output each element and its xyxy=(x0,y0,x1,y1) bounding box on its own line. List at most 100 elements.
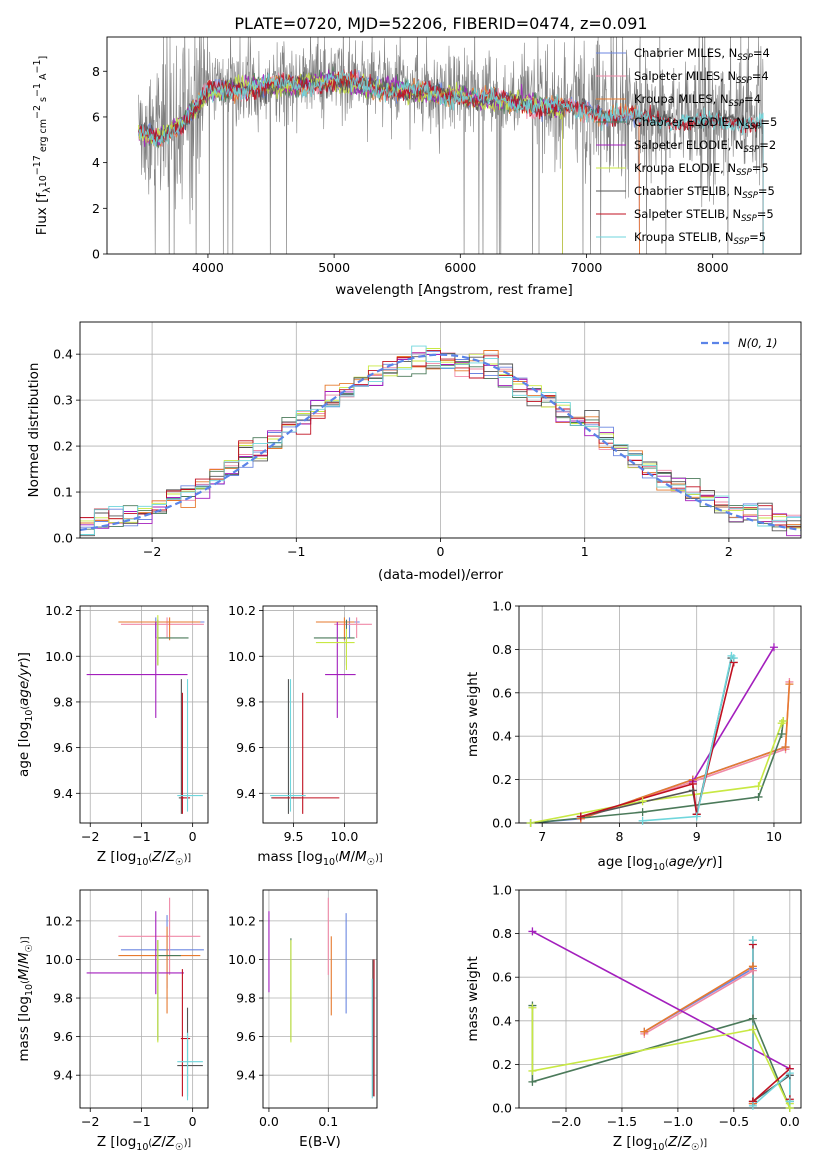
y-axis-label: mass weight xyxy=(465,672,481,757)
y-axis-label: mass [log10(M/M☉)] xyxy=(16,936,35,1061)
x-tick-label: 8000 xyxy=(697,260,729,275)
y-tick-label: 9.6 xyxy=(53,1029,73,1044)
label-part: −1 xyxy=(32,59,43,73)
label-part: Z xyxy=(667,1134,678,1150)
label-part: 10 xyxy=(24,984,35,996)
label-part: ☉ xyxy=(175,1142,184,1153)
legend-entry: Salpeter MILES, NSSP=4 xyxy=(634,69,769,86)
weight-marker xyxy=(638,808,647,817)
x-tick-label: 7000 xyxy=(571,260,603,275)
y-tick-label: 10.0 xyxy=(228,952,256,967)
y-tick-label: 9.6 xyxy=(236,1029,256,1044)
label-part: ( xyxy=(148,1138,152,1149)
label-part: )] xyxy=(700,1138,707,1149)
axes-frame xyxy=(262,889,378,1109)
weight-marker xyxy=(729,654,738,663)
normal-curve xyxy=(80,353,801,531)
weight-line xyxy=(532,930,791,1070)
weight-marker xyxy=(692,812,701,821)
legend-sub: SSP xyxy=(734,237,750,247)
weight-marker xyxy=(769,643,778,652)
x-tick-label: 0 xyxy=(437,544,445,559)
panel-age-vs-Z: −2 −1 09.49.69.810.010.2Z [log10(Z/Z☉)]age… xyxy=(16,603,209,868)
weight-line xyxy=(642,654,735,822)
model-spectrum xyxy=(138,69,764,254)
weight-marker xyxy=(781,743,790,752)
legend-sub: SSP xyxy=(736,168,752,178)
weight-line xyxy=(643,969,754,1104)
label-part: 10 xyxy=(24,710,35,722)
x-tick-label: −1 xyxy=(287,544,305,559)
label-part: mass [log xyxy=(16,996,32,1062)
y-tick-label: 0.2 xyxy=(492,772,512,787)
y-tick-label: 9.8 xyxy=(236,991,256,1006)
y-tick-label: 0.3 xyxy=(53,393,73,408)
label-part: 10 xyxy=(323,857,335,868)
label-part: ( xyxy=(664,1138,668,1149)
plot-area-mass-vs-Z xyxy=(80,890,208,1108)
plot-area-weight-vs-Z xyxy=(519,890,801,1108)
label-part: ] xyxy=(38,56,49,60)
y-tick-label: 0.4 xyxy=(492,729,512,744)
panel-residuals: −2 −1 0 1 2 0.0 0.1 0.2 0.3 0.4 N(0, 1) (data-model… xyxy=(26,321,802,583)
panel-spectrum: 4000 5000 6000 7000 8000 0 2 4 6 8 Chabrier MILES,… xyxy=(32,36,802,298)
y-tick-label: 0.1 xyxy=(53,485,73,500)
x-tick-label: 4000 xyxy=(192,260,224,275)
y-tick-label: 9.6 xyxy=(53,740,73,755)
x-tick-label: 1 xyxy=(581,544,589,559)
label-part: Z [log xyxy=(97,1134,136,1150)
legend-tail: =4 xyxy=(744,92,761,106)
label-part: −17 xyxy=(32,155,43,175)
x-tick-label: −1 xyxy=(132,829,150,844)
axes-frame xyxy=(106,36,802,255)
x-tick-label: 7 xyxy=(538,829,546,844)
legend-text: Chabrier STELIB, N xyxy=(634,184,742,198)
axes-frame xyxy=(79,605,209,824)
label-part: )] xyxy=(712,854,723,870)
label-part: 10 xyxy=(136,1142,148,1153)
weight-line xyxy=(580,662,735,818)
label-part: ( xyxy=(20,980,31,984)
label-part: Z xyxy=(165,1134,176,1150)
legend-sub: SSP xyxy=(744,145,760,155)
legend-tail: =5 xyxy=(758,184,775,198)
label-part: mass [log xyxy=(257,849,323,865)
y-tick-label: 0.6 xyxy=(492,970,512,985)
label-part: / xyxy=(677,1134,682,1150)
y-tick-label: 10.2 xyxy=(228,603,256,618)
x-tick-label: 8 xyxy=(615,829,623,844)
weight-marker xyxy=(576,812,585,821)
legend-tail: =5 xyxy=(760,115,777,129)
label-part: M xyxy=(355,849,367,865)
y-tick-label: 8 xyxy=(92,64,100,79)
y-tick-label: 10.0 xyxy=(45,649,73,664)
x-axis-label: E(B-V) xyxy=(299,1134,341,1150)
y-tick-label: 9.8 xyxy=(53,694,73,709)
legend-entry: Salpeter STELIB, NSSP=5 xyxy=(634,207,774,224)
label-part: Flux [f xyxy=(34,192,50,236)
weight-line xyxy=(643,967,754,1104)
label-part: Z xyxy=(165,849,176,865)
weight-marker xyxy=(785,1097,794,1106)
x-tick-label: 10 xyxy=(766,829,782,844)
label-part: )] xyxy=(184,1138,191,1149)
y-axis-label: Flux [fλ10−17 erg cm−2 s−1 A−1] xyxy=(32,56,53,236)
legend-sub: SSP xyxy=(737,53,753,63)
weight-marker xyxy=(528,1003,537,1012)
legend-tail: =4 xyxy=(753,46,770,60)
x-tick-label: −1.0 xyxy=(663,1114,693,1129)
label-part: / xyxy=(161,849,166,865)
label-part: Z xyxy=(151,1134,162,1150)
weight-marker xyxy=(526,819,535,827)
y-tick-label: 0.2 xyxy=(53,439,73,454)
label-part: age/yr xyxy=(16,661,32,706)
x-axis-label: Z [log10(Z/Z☉)] xyxy=(97,1134,191,1153)
x-tick-label: −2.0 xyxy=(551,1114,581,1129)
x-tick-label: −2 xyxy=(81,1114,99,1129)
plot-area-weight-vs-age xyxy=(519,606,801,823)
label-part: ☉ xyxy=(175,857,184,868)
label-part: 10 xyxy=(653,862,665,873)
y-tick-label: 9.8 xyxy=(53,991,73,1006)
weight-marker xyxy=(748,936,757,945)
